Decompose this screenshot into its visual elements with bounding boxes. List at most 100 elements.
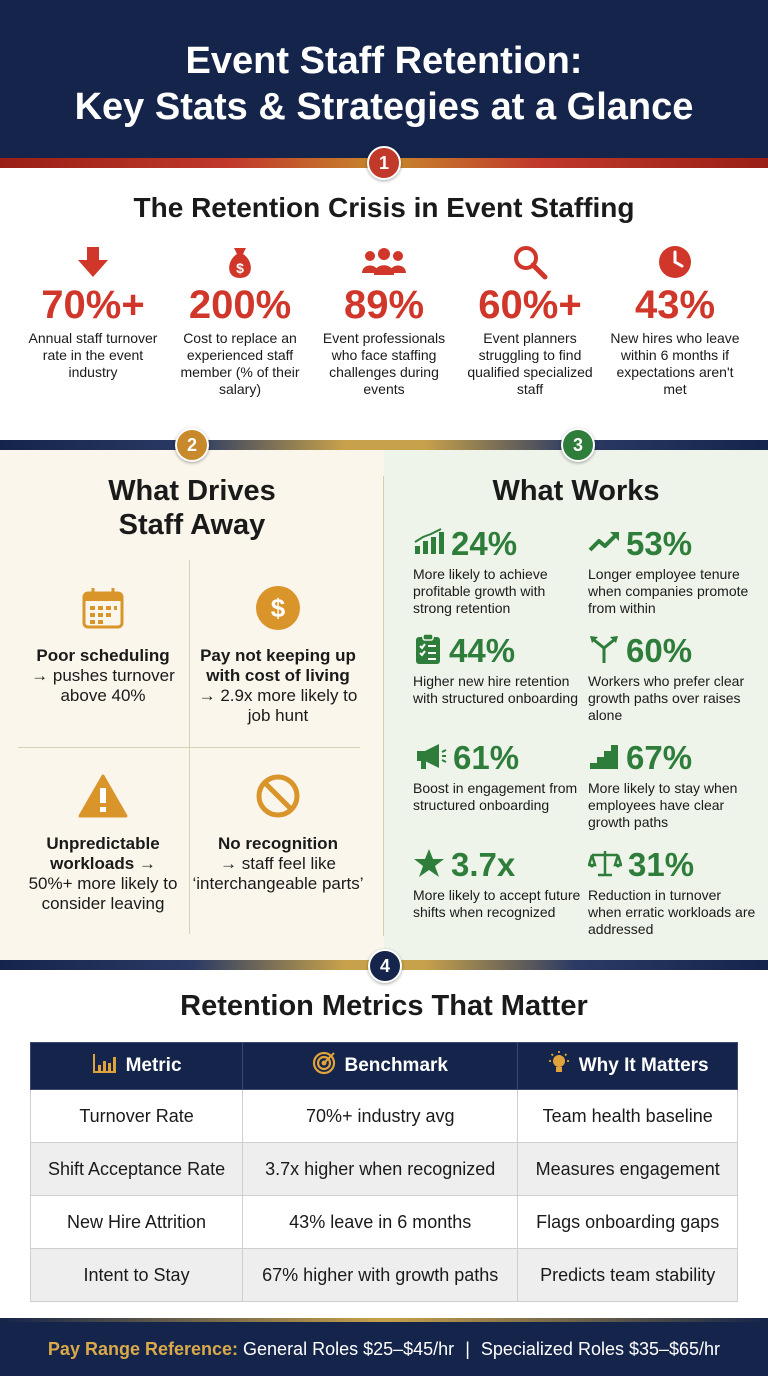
work-item-turnover-reduction: 31% Reduction in turnover when erratic w… <box>587 845 758 938</box>
section2-title-line2: Staff Away <box>118 509 266 541</box>
work-desc: Longer employee tenure when companies pr… <box>588 566 749 616</box>
work-desc: More likely to stay when employees have … <box>588 780 738 830</box>
megaphone-icon <box>413 742 447 775</box>
stat-turnover: 70%+ Annual staff turnover rate in the e… <box>18 242 168 381</box>
pay-range-general: General Roles $25–$45/hr <box>243 1339 455 1359</box>
section3-panel <box>384 450 768 960</box>
table-cell: 67% higher with growth paths <box>242 1248 519 1302</box>
stat-value: 60%+ <box>478 283 582 327</box>
driver-recognition: No recognition → staff feel like ‘interc… <box>189 772 367 894</box>
work-desc: Higher new hire retention with structure… <box>413 673 578 706</box>
driver-rest: → 2.9x more likely to job hunt <box>198 686 358 725</box>
stat-desc: Event planners struggling to find qualif… <box>467 330 593 397</box>
table-cell: Measures engagement <box>517 1142 738 1196</box>
driver-text: Unpredictable workloads → 50%+ more like… <box>14 834 192 914</box>
footer-bar: Pay Range Reference: General Roles $25–$… <box>0 1322 768 1376</box>
work-value: 31% <box>628 846 695 883</box>
work-desc: Workers who prefer clear growth paths ov… <box>588 673 745 723</box>
stat-qualified-staff: 60%+ Event planners struggling to find q… <box>455 242 605 398</box>
table-cell: Turnover Rate <box>29 1089 244 1143</box>
clock-icon <box>600 242 750 282</box>
stat-value: 43% <box>634 283 716 327</box>
money-bag-icon: $ <box>165 242 315 282</box>
footer-accent-line <box>0 1318 768 1322</box>
work-value: 44% <box>449 632 516 669</box>
stat-desc: Annual staff turnover rate in the event … <box>28 330 158 380</box>
section4-title: Retention Metrics That Matter <box>180 990 588 1022</box>
stat-desc: Cost to replace an experienced staff mem… <box>180 330 300 397</box>
col-header-label: Metric <box>125 1055 182 1076</box>
section3-title: What Works <box>492 475 660 507</box>
title-line-2: Key Stats & Strategies at a Glance <box>74 86 694 128</box>
trend-up-icon <box>588 528 620 561</box>
prohibited-icon <box>189 772 367 820</box>
section-separator <box>383 476 384 936</box>
work-desc: More likely to accept future shifts when… <box>413 887 581 920</box>
work-item-engagement: 61% Boost in engagement from structured … <box>413 738 583 814</box>
work-item-tenure: 53% Longer employee tenure when companie… <box>588 524 758 617</box>
title-line-1: Event Staff Retention: <box>185 40 583 82</box>
split-arrows-icon <box>588 634 620 669</box>
section1-title: The Retention Crisis in Event Staffing <box>133 192 635 223</box>
section-badge-1: 1 <box>367 146 401 180</box>
driver-text: Pay not keeping up with cost of living →… <box>189 646 367 726</box>
stairs-icon <box>588 742 620 775</box>
arrow-down-icon <box>18 242 168 282</box>
dollar-icon: $ <box>189 584 367 632</box>
metrics-table: Metric Benchmark Why It Matters Turnover… <box>29 1042 738 1302</box>
calendar-icon <box>14 584 192 632</box>
stat-staffing-challenges: 89% Event professionals who face staffin… <box>309 242 459 398</box>
magnifier-icon <box>455 242 605 282</box>
page-title: Event Staff Retention: Key Stats & Strat… <box>0 38 768 130</box>
driver-bold: Poor scheduling <box>36 646 170 665</box>
section-badge-4: 4 <box>368 949 402 983</box>
table-row: Intent to Stay 67% higher with growth pa… <box>29 1248 738 1302</box>
pay-range-reference: Pay Range Reference: General Roles $25–$… <box>0 1339 768 1360</box>
table-cell: New Hire Attrition <box>29 1195 244 1249</box>
work-item-growth-paths: 60% Workers who prefer clear growth path… <box>588 631 758 724</box>
stat-new-hires-leave: 43% New hires who leave within 6 months … <box>600 242 750 398</box>
driver-bold: No recognition <box>218 834 338 853</box>
table-cell: 70%+ industry avg <box>242 1089 519 1143</box>
divider-bar-2 <box>0 440 768 450</box>
target-icon <box>312 1051 336 1081</box>
section2-title: What Drives Staff Away <box>0 474 384 542</box>
driver-bold: Unpredictable workloads → <box>46 834 160 873</box>
stat-value: 70%+ <box>41 283 145 327</box>
table-cell: Intent to Stay <box>29 1248 244 1302</box>
driver-scheduling: Poor scheduling → pushes turnover above … <box>14 584 192 706</box>
work-desc: Reduction in turnover when erratic workl… <box>588 887 756 937</box>
work-item-stay: 67% More likely to stay when employees h… <box>588 738 758 831</box>
col-header-label: Benchmark <box>344 1055 448 1076</box>
svg-text:$: $ <box>236 260 244 276</box>
driver-bold: Pay not keeping up with cost of living <box>200 646 356 685</box>
work-value: 53% <box>626 525 693 562</box>
table-cell: Shift Acceptance Rate <box>29 1142 244 1196</box>
table-cell: Team health baseline <box>517 1089 738 1143</box>
driver-text: Poor scheduling → pushes turnover above … <box>14 646 192 706</box>
work-value: 3.7x <box>451 846 516 883</box>
work-item-profitable-growth: 24% More likely to achieve profitable gr… <box>413 524 583 617</box>
clipboard-icon <box>413 632 443 670</box>
driver-grid-hline <box>18 747 360 748</box>
section2-panel <box>0 450 384 960</box>
work-value: 24% <box>451 525 518 562</box>
stat-value: 89% <box>343 283 425 327</box>
scales-icon <box>587 848 623 883</box>
section-badge-3: 3 <box>561 428 595 462</box>
table-cell: Predicts team stability <box>517 1248 738 1302</box>
svg-text:$: $ <box>271 593 286 623</box>
section2-title-line1: What Drives <box>108 475 276 507</box>
pay-range-specialized: Specialized Roles $35–$65/hr <box>480 1339 721 1359</box>
pay-range-separator: | <box>465 1339 470 1359</box>
stat-desc: Event professionals who face staffing ch… <box>322 330 446 397</box>
work-value: 67% <box>626 739 693 776</box>
work-value: 60% <box>626 632 693 669</box>
table-cell: 43% leave in 6 months <box>242 1195 519 1249</box>
star-icon <box>413 848 445 883</box>
lightbulb-icon <box>547 1051 571 1081</box>
driver-rest: → staff feel like ‘interchangeable parts… <box>192 854 364 893</box>
work-value: 61% <box>453 739 520 776</box>
driver-rest: → pushes turnover above 40% <box>31 666 175 705</box>
stat-replace-cost: $ 200% Cost to replace an experienced st… <box>165 242 315 398</box>
